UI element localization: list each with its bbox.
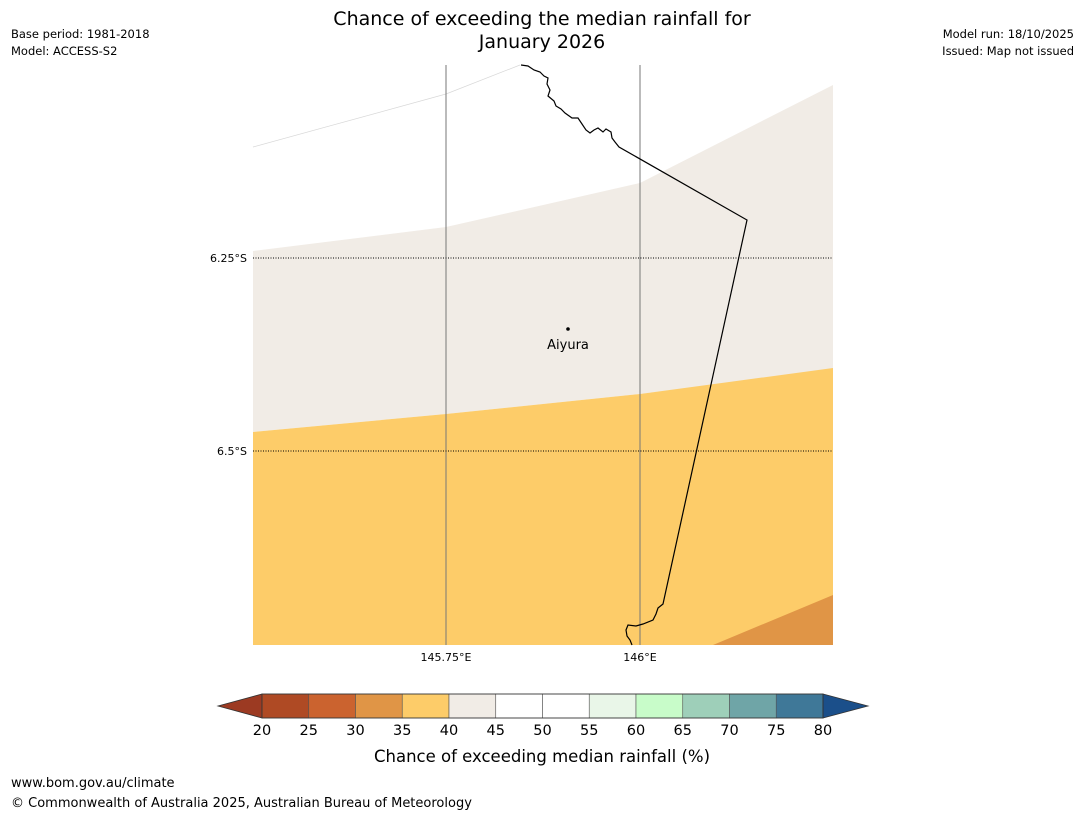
colorbar-segment	[308, 693, 356, 719]
colorbar-segment	[495, 693, 543, 719]
colorbar-segment	[542, 693, 590, 719]
colorbar-over-arrow	[822, 693, 870, 719]
colorbar-tick-label: 40	[440, 723, 458, 739]
aiyura-marker	[566, 327, 570, 331]
base-period: Base period: 1981-2018	[11, 27, 150, 41]
model-run: Model run: 18/10/2025	[942, 27, 1074, 41]
colorbar-segment	[355, 693, 403, 719]
place-label-aiyura: Aiyura	[547, 338, 589, 353]
footer-url: www.bom.gov.au/climate	[11, 776, 175, 791]
border-line	[520, 64, 748, 646]
band-30-35	[713, 595, 833, 645]
colorbar-segments	[261, 693, 824, 719]
lon-label-145-75: 145.75°E	[421, 651, 472, 664]
title-line-2: January 2026	[478, 31, 606, 53]
colorbar-segment	[775, 693, 824, 719]
colorbar-tick-label: 45	[487, 723, 505, 739]
colorbar-segment	[635, 693, 684, 719]
meta-right: Model run: 18/10/2025 Issued: Map not is…	[942, 26, 1074, 60]
colorbar-segment	[588, 693, 637, 719]
colorbar-segment	[261, 693, 310, 719]
colorbar-tick-label: 25	[300, 723, 318, 739]
colorbar-tick-label: 80	[814, 723, 832, 739]
meta-left: Base period: 1981-2018 Model: ACCESS-S2	[11, 26, 150, 60]
colorbar-tick-label: 30	[346, 723, 364, 739]
colorbar-ticks: 20 25 30 35 40 45 50 55 60 65 70 75 80	[253, 723, 832, 739]
colorbar-tick-label: 50	[533, 723, 551, 739]
model-name: Model: ACCESS-S2	[11, 44, 118, 58]
colorbar-tick-label: 35	[393, 723, 411, 739]
map-panel: Aiyura 6.25°S 6.5°S 145.75°E 146°E	[210, 64, 833, 664]
lat-label-6-25: 6.25°S	[210, 252, 247, 265]
colorbar-tick-label: 70	[720, 723, 738, 739]
colorbar-segment	[682, 693, 730, 719]
colorbar-frame	[261, 693, 824, 719]
footer-copyright: © Commonwealth of Australia 2025, Austra…	[11, 796, 472, 811]
band-35-40	[253, 368, 833, 645]
title-line-1: Chance of exceeding the median rainfall …	[333, 8, 751, 30]
colorbar-tick-label: 55	[580, 723, 598, 739]
colorbar-tick-label: 20	[253, 723, 271, 739]
colorbar-title: Chance of exceeding median rainfall (%)	[374, 747, 710, 766]
colorbar-segment	[401, 693, 450, 719]
issued-status: Issued: Map not issued	[942, 44, 1074, 58]
colorbar-tick-label: 75	[767, 723, 785, 739]
colorbar-segment	[729, 693, 777, 719]
lat-label-6-5: 6.5°S	[217, 445, 247, 458]
colorbar-segment	[448, 693, 497, 719]
colorbar-under-arrow	[216, 693, 263, 719]
lon-label-146: 146°E	[623, 651, 656, 664]
colorbar-tick-label: 60	[627, 723, 645, 739]
map-title: Chance of exceeding the median rainfall …	[242, 8, 842, 54]
colorbar-tick-label: 65	[674, 723, 692, 739]
colorbar: 20 25 30 35 40 45 50 55 60 65 70 75 80 Chance of exc…	[216, 693, 870, 766]
